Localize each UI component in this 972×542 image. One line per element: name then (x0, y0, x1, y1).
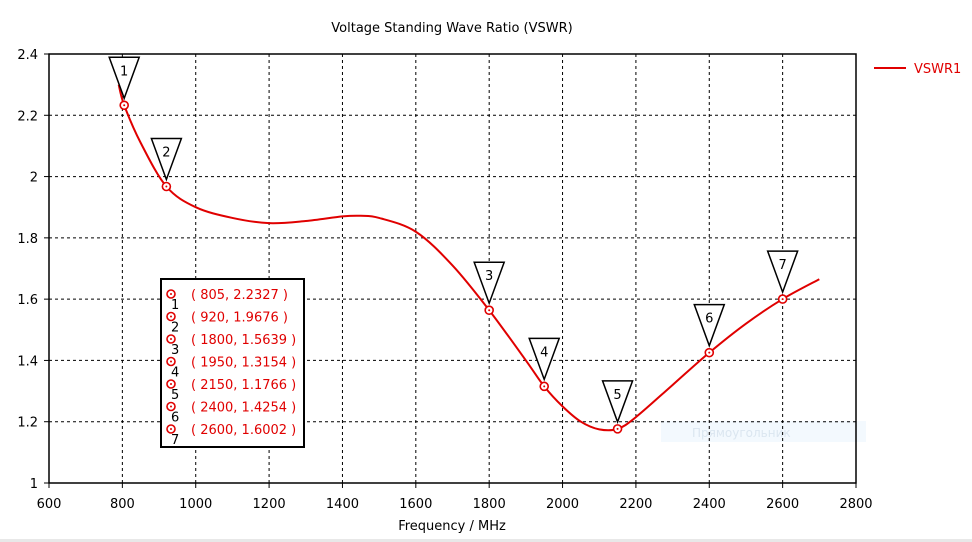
x-tick-label: 600 (37, 497, 62, 512)
marker-point-dot (543, 385, 546, 388)
x-tick-label: 2600 (766, 497, 799, 512)
marker-table-id: 2 (171, 321, 179, 336)
marker-point-dot (781, 298, 784, 301)
marker-table-value: ( 2600, 1.6002 ) (191, 423, 296, 438)
marker-table-icon-dot (170, 428, 172, 430)
marker-table-value: ( 920, 1.9676 ) (191, 311, 288, 326)
marker-table-value: ( 1950, 1.3154 ) (191, 356, 296, 371)
legend-label: VSWR1 (914, 62, 961, 77)
marker-table-value: ( 2400, 1.4254 ) (191, 401, 296, 416)
marker-table-value: ( 2150, 1.1766 ) (191, 378, 296, 393)
marker-triangle-6 (693, 303, 726, 348)
y-tick-label: 1.6 (17, 293, 38, 308)
marker-table-icon-dot (170, 360, 172, 363)
marker-table-icon-dot (170, 338, 172, 340)
marker-table-icon-dot (170, 315, 172, 318)
chart-title: Voltage Standing Wave Ratio (VSWR) (331, 21, 572, 36)
marker-table-icon-dot (170, 383, 172, 385)
marker-table-id: 5 (171, 388, 179, 403)
marker-table-id: 6 (171, 411, 179, 426)
marker-table-id: 1 (171, 298, 179, 313)
marker-triangle-1 (108, 56, 141, 101)
marker-number: 3 (485, 269, 493, 284)
marker-number: 7 (778, 258, 786, 273)
y-tick-label: 1.8 (17, 232, 38, 247)
overlay-hint-box (661, 421, 866, 442)
marker-table-id: 3 (171, 343, 179, 358)
marker-triangle-2 (150, 137, 183, 182)
x-tick-label: 2200 (619, 497, 652, 512)
series-line-vswr1 (117, 84, 820, 432)
x-tick-label: 1400 (326, 497, 359, 512)
x-tick-label: 2400 (693, 497, 726, 512)
y-tick-label: 1.2 (17, 416, 38, 431)
marker-table-id: 4 (171, 366, 179, 381)
x-tick-label: 2800 (839, 497, 872, 512)
marker-triangle-4 (528, 337, 561, 382)
marker-table (160, 278, 305, 448)
marker-number: 6 (705, 312, 713, 327)
marker-table-value: ( 805, 2.2327 ) (191, 288, 288, 303)
marker-point-dot (488, 309, 491, 312)
marker-point-dot (616, 427, 619, 430)
marker-table-icon-dot (170, 293, 172, 295)
y-tick-label: 2.4 (17, 48, 38, 63)
x-tick-label: 1600 (399, 497, 432, 512)
x-tick-label: 1800 (473, 497, 506, 512)
marker-number: 2 (162, 145, 170, 160)
window-bottom-border (0, 539, 972, 542)
y-tick-label: 1.4 (17, 354, 38, 369)
marker-table-id: 7 (171, 433, 179, 448)
plot-frame (48, 53, 857, 484)
marker-point-dot (123, 104, 126, 107)
marker-table-value: ( 1800, 1.5639 ) (191, 333, 296, 348)
marker-number: 4 (540, 345, 548, 360)
y-tick-label: 2.2 (17, 109, 38, 124)
x-axis-label: Frequency / MHz (398, 519, 506, 534)
y-tick-label: 1 (30, 477, 38, 492)
x-tick-label: 1000 (179, 497, 212, 512)
marker-triangle-7 (766, 250, 799, 295)
marker-point-dot (165, 185, 168, 188)
overlay-hint-text: Прямоугольник (692, 426, 791, 440)
y-tick-label: 2 (30, 171, 38, 186)
x-tick-label: 2000 (546, 497, 579, 512)
marker-triangle-3 (473, 261, 506, 306)
marker-point-dot (708, 351, 711, 354)
marker-number: 1 (120, 64, 128, 79)
x-tick-label: 800 (110, 497, 135, 512)
x-tick-label: 1200 (253, 497, 286, 512)
marker-triangle-5 (601, 380, 634, 425)
marker-number: 5 (613, 388, 621, 403)
marker-table-icon-dot (170, 405, 172, 408)
